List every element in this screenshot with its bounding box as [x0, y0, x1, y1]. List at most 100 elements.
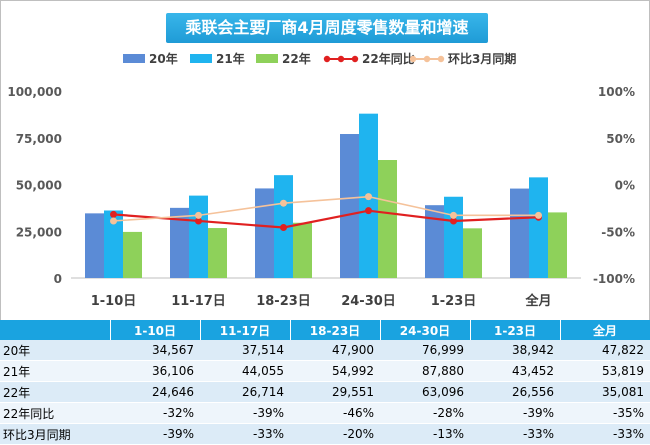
- bar-20年: [255, 188, 274, 278]
- legend-label: 21年: [216, 51, 245, 66]
- table-row-label: 21年: [0, 360, 110, 382]
- y-left-tick-label: 0: [54, 272, 62, 286]
- table-row-label: 环比3月同期: [0, 423, 110, 445]
- y-left-tick-label: 25,000: [16, 225, 62, 239]
- table-header-cell: [0, 320, 111, 340]
- x-tick-label: 18-23日: [256, 294, 311, 309]
- table-cell: -32%: [110, 402, 200, 424]
- y-right-tick-label: -50%: [601, 225, 635, 239]
- table-row: 20年 34,567 37,514 47,900 76,999 38,942 47,822: [0, 340, 650, 361]
- table-row: 22年 24,646 26,714 29,551 63,096 26,556 35,081: [0, 381, 650, 403]
- table-cell: -46%: [290, 402, 380, 424]
- legend-swatch-marker: [323, 55, 331, 63]
- table-header-cell: 24-30日: [380, 320, 471, 340]
- y-right-tick-label: 50%: [606, 132, 635, 146]
- table-cell: -33%: [200, 423, 290, 445]
- table-cell: -39%: [200, 402, 290, 424]
- y-right-tick-label: -100%: [593, 272, 635, 286]
- legend-swatch-marker: [409, 55, 417, 63]
- bar-22年: [548, 212, 567, 278]
- bar-20年: [510, 188, 529, 278]
- bar-22年: [293, 222, 312, 278]
- x-tick-label: 1-23日: [431, 294, 477, 309]
- table-cell: -28%: [380, 402, 470, 424]
- point-环比3月同期: [535, 211, 542, 219]
- legend-swatch-marker: [423, 55, 431, 63]
- table-cell: 87,880: [380, 360, 470, 382]
- legend-label: 20年: [149, 51, 178, 66]
- data-table: 1-10日 11-17日 18-23日 24-30日 1-23日 全月 20年 3…: [0, 320, 650, 445]
- legend-swatch: [256, 54, 278, 63]
- table-row: 环比3月同期 -39% -33% -20% -13% -33% -33%: [0, 423, 650, 445]
- legend-swatch: [190, 54, 212, 63]
- legend-label: 22年: [282, 51, 311, 66]
- bar-20年: [425, 205, 444, 278]
- table-cell: -20%: [290, 423, 380, 445]
- x-tick-label: 11-17日: [171, 294, 226, 309]
- table-header-row: 1-10日 11-17日 18-23日 24-30日 1-23日 全月: [0, 320, 650, 340]
- point-环比3月同期: [280, 199, 287, 207]
- bar-20年: [340, 134, 359, 278]
- line-环比3月同期: [113, 195, 539, 222]
- bar-22年: [463, 228, 482, 278]
- table-cell: 53,819: [560, 360, 650, 382]
- table-cell: 37,514: [200, 340, 290, 361]
- table-row-label: 22年: [0, 381, 110, 403]
- table-row-label: 20年: [0, 340, 110, 361]
- bar-21年: [189, 195, 208, 278]
- y-left-tick-label: 75,000: [16, 132, 62, 146]
- table-cell: 35,081: [560, 381, 650, 403]
- y-left-tick-label: 100,000: [7, 85, 62, 99]
- y-left-tick-label: 50,000: [16, 179, 62, 193]
- legend-swatch-marker: [437, 55, 445, 63]
- table-cell: 34,567: [110, 340, 200, 361]
- legend-swatch: [123, 54, 145, 63]
- table-cell: 24,646: [110, 381, 200, 403]
- table-cell: 63,096: [380, 381, 470, 403]
- table-cell: -39%: [110, 423, 200, 445]
- point-环比3月同期: [365, 193, 372, 201]
- table-cell: -13%: [380, 423, 470, 445]
- x-tick-label: 全月: [524, 293, 551, 309]
- point-环比3月同期: [110, 217, 117, 225]
- table-cell: 44,055: [200, 360, 290, 382]
- table-cell: 29,551: [290, 381, 380, 403]
- table-cell: -33%: [560, 423, 650, 445]
- table-cell: 47,822: [560, 340, 650, 361]
- bar-22年: [208, 228, 227, 278]
- legend: 20年 21年 22年 22年同比 环比3月同期: [123, 51, 516, 66]
- table-cell: 36,106: [110, 360, 200, 382]
- table-cell: 38,942: [470, 340, 560, 361]
- table-header-cell: 1-10日: [110, 320, 201, 340]
- bar-21年: [444, 196, 463, 278]
- table-cell: 26,556: [470, 381, 560, 403]
- x-tick-label: 24-30日: [341, 294, 396, 309]
- x-tick-label: 1-10日: [91, 294, 137, 309]
- legend-swatch-marker: [351, 55, 359, 63]
- y-right-tick-label: 0%: [615, 179, 635, 193]
- y-right-tick-label: 100%: [598, 85, 635, 99]
- chart-title: 乘联会主要厂商4月周度零售数量和增速: [166, 13, 488, 43]
- table-cell: -35%: [560, 402, 650, 424]
- table-header-cell: 18-23日: [290, 320, 381, 340]
- table-row-label: 22年同比: [0, 402, 110, 424]
- point-22年同比: [110, 210, 117, 218]
- table-header-cell: 全月: [560, 320, 650, 340]
- table-cell: 76,999: [380, 340, 470, 361]
- line-22年同比: [113, 209, 539, 229]
- table-header-cell: 1-23日: [470, 320, 561, 340]
- point-22年同比: [450, 217, 457, 225]
- table-cell: -39%: [470, 402, 560, 424]
- bar-21年: [529, 177, 548, 278]
- point-22年同比: [195, 217, 202, 225]
- table-header-cell: 11-17日: [200, 320, 291, 340]
- legend-swatch-marker: [337, 55, 345, 63]
- point-22年同比: [280, 224, 287, 232]
- chart: 0 25,000 50,000 75,000 100,000 -100% -50% 0% 50%…: [7, 51, 635, 309]
- table-row: 21年 36,106 44,055 54,992 87,880 43,452 53,819: [0, 360, 650, 382]
- point-环比3月同期: [450, 211, 457, 219]
- table-cell: 43,452: [470, 360, 560, 382]
- table-cell: 47,900: [290, 340, 380, 361]
- legend-label: 环比3月同期: [448, 51, 516, 66]
- table-cell: 54,992: [290, 360, 380, 382]
